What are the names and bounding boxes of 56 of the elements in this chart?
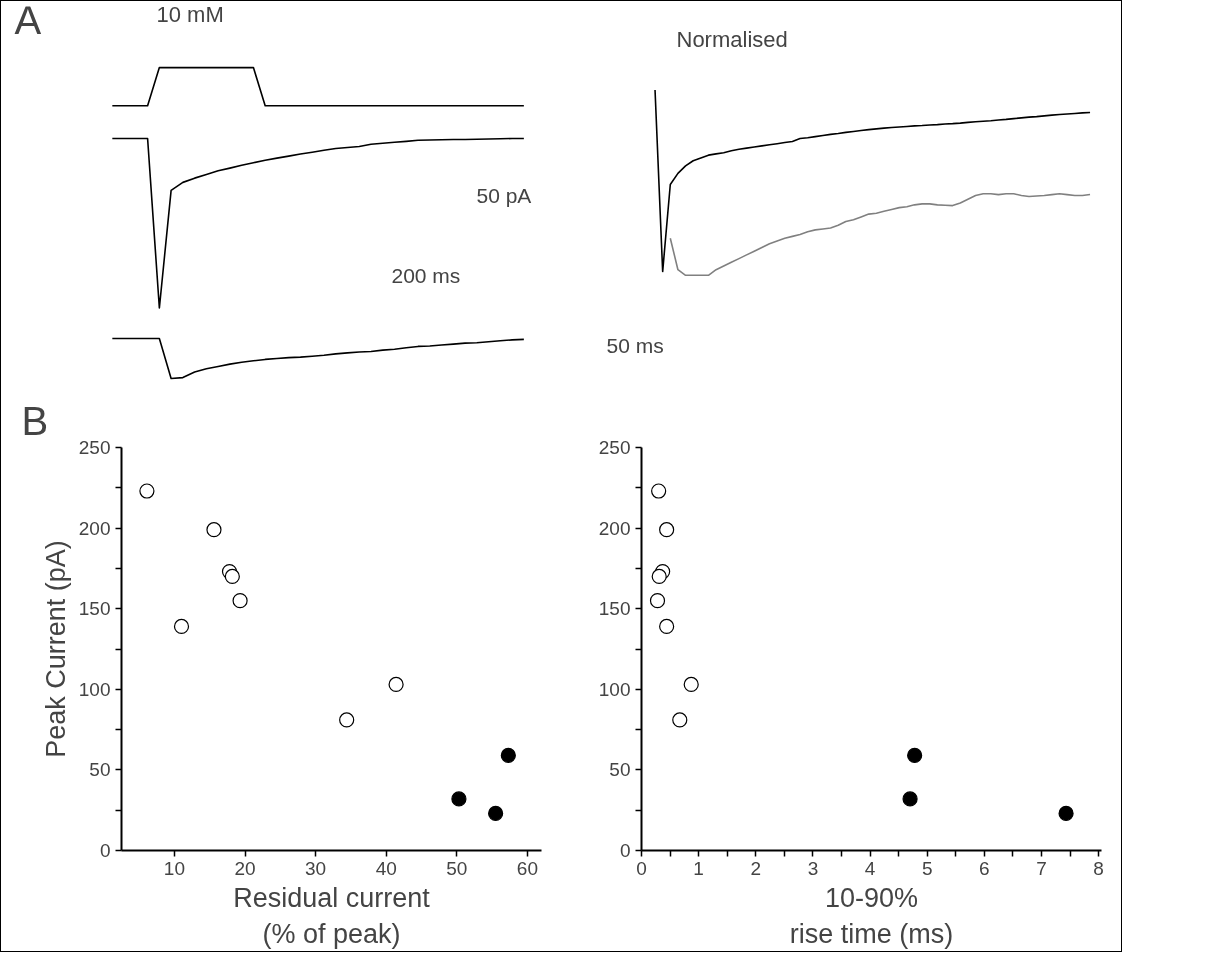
point <box>649 593 666 609</box>
y-axis-title: Peak Current (pA) <box>40 540 71 758</box>
point <box>659 522 675 538</box>
y-tick-label: 0 <box>99 840 111 861</box>
point <box>651 568 667 585</box>
x-tick-label: 8 <box>1093 857 1104 879</box>
y-tick-label: 200 <box>78 517 111 539</box>
point <box>339 712 355 728</box>
x-tick-label: 5 <box>921 857 933 879</box>
x-tick-label: 6 <box>979 857 990 879</box>
y-tick-label: 100 <box>598 678 631 700</box>
point <box>451 791 467 807</box>
text: B <box>21 398 49 443</box>
point <box>206 522 222 538</box>
text: 50 ms <box>606 333 664 357</box>
x-tick-label: 1 <box>693 857 704 879</box>
x-tick-label: 2 <box>750 857 762 879</box>
x-tick-label: 40 <box>375 857 397 879</box>
y-tick-label: 250 <box>78 437 111 458</box>
chart-title: 10 mM <box>156 1 224 27</box>
point <box>224 568 240 585</box>
annotation: 200 ms <box>391 263 461 287</box>
point <box>488 805 504 822</box>
x-tick-label: 4 <box>864 857 876 879</box>
point <box>388 676 404 693</box>
y-tick-label: 200 <box>598 517 631 539</box>
x-tick-label: 20 <box>234 857 256 879</box>
point <box>659 618 675 635</box>
point <box>1058 805 1074 822</box>
point <box>902 791 918 807</box>
point <box>500 747 516 763</box>
point <box>672 712 688 728</box>
x-axis-title: Residual current (% of peak) <box>233 882 431 949</box>
x-tick-label: 60 <box>516 857 538 879</box>
x-tick-label: 3 <box>807 857 819 879</box>
y-tick-label: 150 <box>78 598 111 620</box>
y-tick-label: 50 <box>89 759 111 781</box>
x-tick-label: 10 <box>163 857 186 879</box>
y-tick-label: 50 <box>609 759 631 781</box>
y-tick-label: 0 <box>619 840 631 861</box>
y-tick-label: 150 <box>598 598 631 620</box>
y-tick-label: 100 <box>78 678 111 700</box>
x-tick-label: 50 <box>446 857 468 879</box>
point <box>173 618 190 635</box>
x-tick-label: 7 <box>1036 857 1047 879</box>
point <box>232 593 248 609</box>
point <box>907 747 923 763</box>
point <box>651 483 667 499</box>
y-tick-label: 250 <box>598 437 631 458</box>
x-tick-label: 0 <box>636 857 647 879</box>
chart-title: Normalised <box>676 26 788 52</box>
annotation: 50 pA <box>476 183 532 207</box>
x-axis-title: 10-90% rise time (ms) <box>789 882 954 949</box>
point <box>683 676 699 693</box>
x-tick-label: 30 <box>305 857 327 879</box>
point <box>139 483 155 499</box>
